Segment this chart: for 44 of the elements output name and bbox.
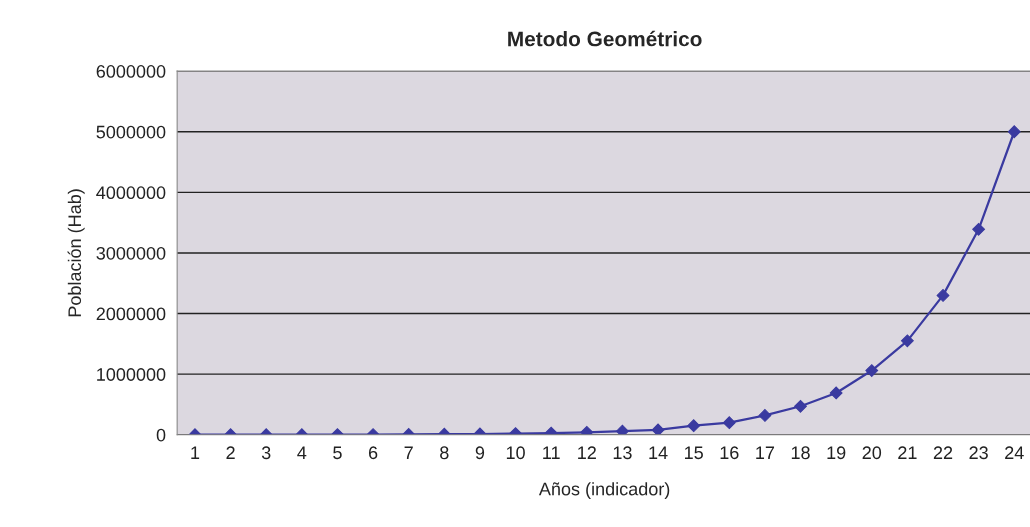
point <box>758 408 772 422</box>
y-tick-label: 0 <box>156 428 166 442</box>
point <box>616 424 629 435</box>
x-tick-label: 11 <box>543 446 560 459</box>
x-tick-label: 23 <box>969 446 988 460</box>
x-tick-label: 8 <box>440 446 449 460</box>
x-tick-label: 15 <box>685 446 703 460</box>
x-tick-label: 16 <box>720 446 739 460</box>
x-tick-label: 21 <box>898 446 917 459</box>
y-tick-label: 4000000 <box>96 186 166 200</box>
point <box>829 386 843 400</box>
x-tick-label: 7 <box>404 446 413 459</box>
x-tick-label: 1 <box>191 446 200 459</box>
point <box>936 288 950 302</box>
x-tick-label: 4 <box>297 446 307 459</box>
chart-title: Metodo Geométrico <box>508 30 702 47</box>
x-tick-label: 17 <box>756 446 775 459</box>
x-tick-label: 14 <box>649 446 668 459</box>
x-axis-title: Años (indicador) <box>538 482 670 499</box>
x-tick-label: 10 <box>506 446 525 460</box>
point <box>900 334 914 348</box>
x-tick-label: 22 <box>933 446 953 459</box>
x-tick-label: 12 <box>578 446 596 459</box>
x-tick-label: 9 <box>475 446 485 460</box>
x-tick-label: 13 <box>613 446 632 460</box>
y-tick-label: 2000000 <box>96 307 166 321</box>
point <box>794 399 807 413</box>
x-tick-label: 3 <box>261 446 271 460</box>
y-tick-label: 1000000 <box>97 368 166 381</box>
y-tick-label: 5000000 <box>96 125 166 139</box>
x-tick-label: 20 <box>862 446 882 460</box>
point <box>651 423 665 435</box>
y-tick-label: 6000000 <box>96 65 166 78</box>
x-tick-label: 2 <box>226 446 235 459</box>
x-tick-label: 19 <box>827 446 846 460</box>
x-tick-label: 5 <box>333 446 342 460</box>
point <box>1007 125 1021 139</box>
y-axis-title: Población (Hab) <box>67 189 85 317</box>
point <box>865 364 879 377</box>
y-tick-label: 3000000 <box>96 246 166 260</box>
point <box>972 222 986 236</box>
x-tick-label: 6 <box>368 446 378 460</box>
x-tick-label: 24 <box>1005 446 1024 459</box>
x-tick-label: 18 <box>791 446 810 460</box>
